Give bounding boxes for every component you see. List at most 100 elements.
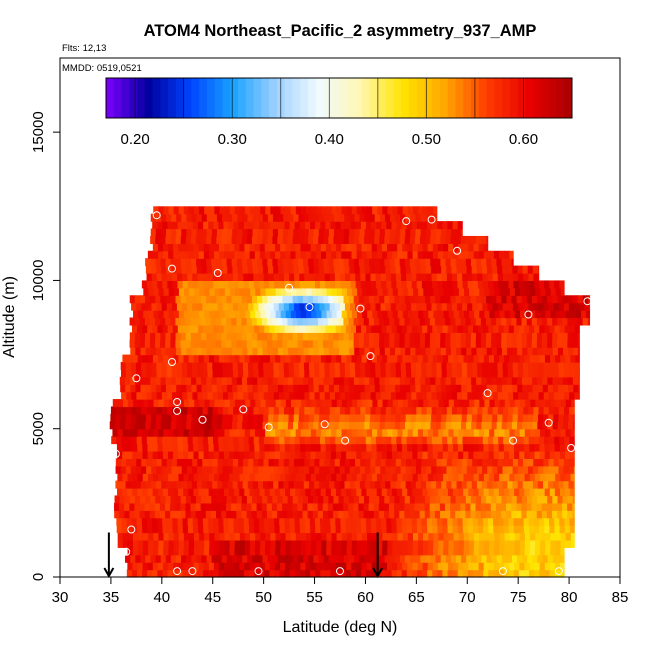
heatmap-cell xyxy=(272,421,279,430)
heatmap-cell xyxy=(318,265,325,274)
heatmap-cell xyxy=(437,221,443,230)
heatmap-cell xyxy=(128,399,134,408)
heatmap-cell xyxy=(249,354,256,363)
heatmap-cell xyxy=(198,354,205,363)
heatmap-cell xyxy=(201,295,207,304)
heatmap-cell xyxy=(396,517,403,526)
heatmap-cell xyxy=(518,324,525,333)
heatmap-cell xyxy=(310,450,317,459)
heatmap-cell xyxy=(299,324,306,333)
heatmap-cell xyxy=(275,399,282,408)
heatmap-cell xyxy=(450,554,457,563)
heatmap-cell xyxy=(374,235,380,244)
heatmap-cell xyxy=(331,539,338,548)
heatmap-cell xyxy=(457,436,464,445)
heatmap-cell xyxy=(238,436,245,445)
heatmap-cell xyxy=(272,332,279,341)
heatmap-cell xyxy=(391,443,398,452)
heatmap-cell xyxy=(488,354,495,363)
heatmap-cell xyxy=(509,354,515,363)
heatmap-cell xyxy=(377,539,384,548)
colorbar-segment xyxy=(424,78,433,118)
heatmap-cell xyxy=(180,376,187,385)
heatmap-cell xyxy=(160,228,167,237)
heatmap-cell xyxy=(221,384,228,393)
heatmap-cell xyxy=(165,510,171,519)
heatmap-cell xyxy=(300,488,307,497)
heatmap-cell xyxy=(392,539,399,548)
heatmap-cell xyxy=(367,539,373,548)
heatmap-cell xyxy=(486,295,492,304)
heatmap-cell xyxy=(503,324,510,333)
heatmap-cell xyxy=(187,406,193,415)
heatmap-cell xyxy=(244,243,251,252)
heatmap-cell xyxy=(147,562,154,571)
heatmap-cell xyxy=(227,265,234,274)
heatmap-cell xyxy=(336,532,343,541)
heatmap-cell xyxy=(294,458,300,467)
heatmap-cell xyxy=(414,510,421,519)
heatmap-cell xyxy=(269,525,276,534)
heatmap-cell xyxy=(158,539,165,548)
heatmap-cell xyxy=(217,391,224,400)
heatmap-cell xyxy=(166,361,173,370)
heatmap-cell xyxy=(187,324,194,333)
heatmap-cell xyxy=(527,361,534,370)
heatmap-cell xyxy=(257,376,263,385)
heatmap-cell xyxy=(185,317,192,326)
heatmap-cell xyxy=(340,406,346,415)
heatmap-cell xyxy=(358,495,365,504)
heatmap-cell xyxy=(228,569,235,578)
heatmap-cell xyxy=(213,436,219,445)
heatmap-cell xyxy=(492,480,498,489)
heatmap-cell xyxy=(482,413,488,422)
heatmap-cell xyxy=(410,413,417,422)
heatmap-cell xyxy=(290,287,297,296)
heatmap-cell xyxy=(257,384,264,393)
heatmap-cell xyxy=(420,376,426,385)
heatmap-cell xyxy=(187,221,194,230)
heatmap-cell xyxy=(226,495,233,504)
heatmap-cell xyxy=(481,347,488,356)
heatmap-cell xyxy=(482,280,489,289)
heatmap-cell xyxy=(176,413,183,422)
heatmap-cell xyxy=(211,213,218,222)
heatmap-cell xyxy=(416,369,422,378)
colorbar-segment xyxy=(206,78,216,118)
heatmap-cell xyxy=(247,265,254,274)
heatmap-cell xyxy=(247,376,253,385)
heatmap-cell xyxy=(287,332,294,341)
heatmap-cell xyxy=(202,273,209,282)
heatmap-cell xyxy=(422,569,428,578)
heatmap-cell xyxy=(278,228,284,237)
heatmap-cell xyxy=(224,206,231,215)
heatmap-cell xyxy=(482,302,489,311)
heatmap-cell xyxy=(433,532,439,541)
heatmap-cell xyxy=(560,354,566,363)
heatmap-cell xyxy=(305,450,312,459)
heatmap-cell xyxy=(328,421,335,430)
heatmap-cell xyxy=(523,458,529,467)
heatmap-cell xyxy=(346,473,353,482)
heatmap-cell xyxy=(384,384,391,393)
heatmap-cell xyxy=(351,310,358,319)
heatmap-cell xyxy=(400,458,407,467)
heatmap-cell xyxy=(479,532,485,541)
heatmap-cell xyxy=(115,480,122,489)
heatmap-cell xyxy=(358,510,365,519)
heatmap-cell xyxy=(323,495,329,504)
heatmap-cell xyxy=(504,562,510,571)
heatmap-cell xyxy=(305,562,312,571)
heatmap-cell xyxy=(493,488,500,497)
heatmap-cell xyxy=(293,265,300,274)
heatmap-cell xyxy=(430,258,436,267)
heatmap-cell xyxy=(484,287,491,296)
heatmap-cell xyxy=(386,436,392,445)
heatmap-cell xyxy=(558,369,565,378)
heatmap-cell xyxy=(431,480,437,489)
colorbar-segment xyxy=(408,78,418,118)
heatmap-cell xyxy=(397,450,403,459)
heatmap-cell xyxy=(443,547,449,556)
heatmap-cell xyxy=(431,517,438,526)
heatmap-cell xyxy=(249,547,256,556)
